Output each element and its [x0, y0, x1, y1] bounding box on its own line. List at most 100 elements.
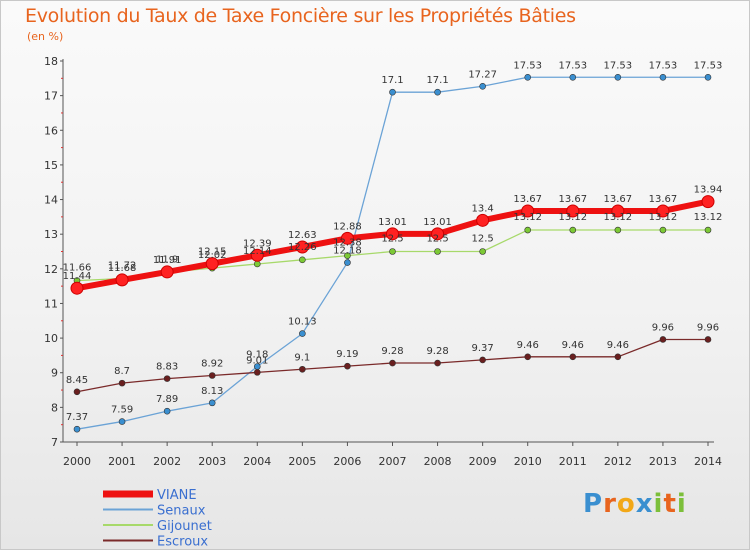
data-label-gijounet: 12.14	[243, 246, 272, 257]
data-point-viane	[160, 265, 174, 279]
data-point-escroux	[704, 336, 712, 343]
data-point-viane	[340, 231, 354, 245]
logo-letter: o	[616, 489, 636, 519]
data-label-senaux: 12.18	[333, 246, 362, 257]
data-label-senaux: 17.53	[694, 60, 723, 71]
data-point-senaux	[704, 73, 712, 81]
data-point-gijounet	[253, 260, 261, 268]
data-label-gijounet: 13.12	[558, 212, 587, 223]
data-label-senaux: 17.53	[558, 60, 587, 71]
data-label-viane: 13.67	[513, 194, 542, 205]
proxiti-logo: Proxiti	[583, 489, 687, 519]
data-point-senaux	[73, 425, 81, 433]
data-point-viane	[431, 227, 445, 241]
data-label-senaux: 17.1	[381, 75, 403, 86]
x-tick-label: 2004	[243, 455, 271, 468]
y-tick-label: 12	[44, 263, 58, 276]
data-label-viane: 13.01	[423, 217, 452, 228]
x-tick-label: 2014	[694, 455, 722, 468]
y-tick-label: 8	[51, 401, 58, 414]
chart-subtitle: (en %)	[27, 30, 64, 43]
data-point-escroux	[524, 353, 532, 361]
x-tick-label: 2012	[604, 455, 632, 468]
data-point-viane	[521, 204, 535, 218]
data-point-gijounet	[389, 248, 396, 255]
data-point-viane	[250, 248, 264, 262]
data-point-escroux	[659, 336, 667, 343]
legend-label-escroux: Escroux	[157, 535, 208, 550]
data-point-senaux	[299, 330, 306, 337]
data-point-escroux	[208, 372, 216, 379]
y-tick-label: 16	[44, 124, 58, 137]
data-label-viane: 12.63	[288, 230, 317, 241]
data-point-gijounet	[299, 256, 306, 264]
x-tick-label: 2003	[198, 455, 226, 468]
data-point-escroux	[344, 362, 351, 370]
y-tick-label: 18	[44, 55, 58, 68]
data-point-escroux	[479, 356, 486, 364]
logo-letter: r	[603, 489, 617, 519]
data-label-escroux: 9.46	[517, 340, 539, 351]
data-label-escroux: 8.45	[66, 375, 88, 386]
x-tick-label: 2013	[649, 455, 677, 468]
y-tick-label: 17	[44, 90, 58, 103]
legend-label-gijounet: Gijounet	[157, 519, 212, 534]
data-point-gijounet	[479, 248, 486, 255]
data-label-escroux: 9.46	[562, 340, 584, 351]
data-label-senaux: 17.27	[468, 69, 497, 80]
data-label-senaux: 8.13	[201, 386, 223, 397]
data-label-senaux: 10.13	[288, 317, 317, 328]
data-point-senaux	[614, 73, 622, 81]
data-label-senaux: 7.37	[66, 412, 88, 423]
data-point-senaux	[524, 73, 532, 81]
data-label-viane: 11.68	[108, 263, 137, 274]
data-label-viane: 13.67	[649, 194, 678, 205]
logo-letter: i	[653, 489, 664, 519]
x-tick-label: 2006	[333, 455, 361, 468]
logo-letter: P	[583, 489, 604, 519]
data-point-escroux	[614, 353, 622, 361]
data-label-viane: 12.88	[333, 221, 362, 232]
data-label-senaux: 9.18	[246, 349, 268, 360]
data-label-senaux: 7.59	[111, 405, 133, 416]
data-point-viane	[295, 240, 309, 254]
logo-letter: i	[676, 489, 687, 519]
data-point-viane	[476, 213, 490, 227]
data-point-viane	[701, 195, 715, 209]
data-point-gijounet	[614, 226, 622, 234]
data-label-gijounet: 13.12	[513, 212, 542, 223]
x-tick-label: 2005	[288, 455, 316, 468]
data-label-escroux: 9.46	[607, 340, 629, 351]
data-point-escroux	[118, 379, 126, 387]
x-tick-label: 2001	[108, 455, 136, 468]
x-tick-label: 2002	[153, 455, 181, 468]
legend-label-viane: VIANE	[157, 488, 197, 503]
data-label-viane: 12.39	[243, 238, 272, 249]
data-label-viane: 13.4	[472, 203, 494, 214]
data-point-senaux	[118, 418, 126, 425]
data-point-gijounet	[524, 226, 532, 234]
data-label-gijounet: 11.72	[108, 261, 137, 272]
data-label-senaux: 17.1	[426, 75, 448, 86]
data-label-viane: 13.94	[694, 185, 723, 196]
data-point-escroux	[434, 359, 441, 367]
data-point-senaux	[659, 73, 667, 81]
data-label-gijounet: 12.5	[381, 234, 403, 245]
data-label-escroux: 8.7	[114, 366, 130, 377]
data-label-gijounet: 11.66	[63, 263, 92, 274]
x-tick-label: 2000	[63, 455, 91, 468]
data-label-viane: 13.67	[558, 194, 587, 205]
data-point-escroux	[73, 388, 81, 396]
logo-letter: x	[635, 489, 654, 519]
data-label-gijounet: 12.26	[288, 242, 317, 253]
data-label-viane: 11.91	[153, 255, 182, 266]
data-point-senaux	[569, 73, 577, 81]
data-label-viane: 11.44	[63, 271, 92, 282]
data-label-senaux: 17.53	[513, 60, 542, 71]
data-label-gijounet: 11.9	[156, 254, 178, 265]
data-label-escroux: 9.1	[294, 352, 310, 363]
y-tick-label: 7	[51, 436, 58, 449]
data-label-escroux: 8.92	[201, 358, 223, 369]
